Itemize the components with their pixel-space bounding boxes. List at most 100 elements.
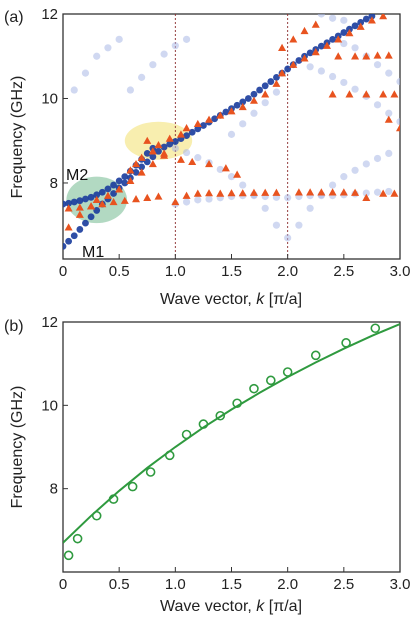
panel-a-y-axis-label: Frequency (GHz) (9, 76, 26, 199)
panel-a-series-1-point-2 (194, 154, 202, 162)
panel-a-series-1-point-12 (306, 204, 314, 212)
panel-a-series-1-point-64 (70, 86, 78, 94)
panel-a-series-2-point-35 (379, 14, 388, 20)
panel-a-series-1-point-61 (104, 44, 112, 52)
panel-a: 0 0.5 1.0 1.5 2.0 2.5 3.0 8 10 12 (a) M2 M1 Frequ… (4, 6, 410, 308)
panel-a-series-1-point-42 (329, 72, 337, 81)
panel-a-series-2-point-46 (98, 200, 107, 208)
panel-a-series-2-point-31 (334, 35, 343, 43)
panel-a-series-2-point-68 (362, 193, 371, 201)
panel-a-series-2-point-66 (339, 188, 348, 196)
panel-a-series-1-point-59 (182, 35, 191, 43)
panel-a-series-0-point-0 (63, 242, 67, 250)
panel-a-x-tick-label-0: 0 (59, 263, 67, 280)
panel-b-label: (b) (4, 318, 24, 335)
panel-a-series-2-point-70 (390, 189, 399, 197)
panel-a-series-0-point-33 (244, 95, 252, 102)
panel-a-series-1-point-44 (351, 85, 359, 93)
panel-a-series-0-point-71 (143, 149, 151, 157)
panel-a-series-0-point-53 (357, 19, 365, 26)
panel-a-series-0-point-13 (132, 169, 140, 176)
panel-a-series-2-point-78 (362, 90, 371, 98)
panel-a-series-2-point-81 (384, 115, 393, 123)
panel-a-series-1-point-63 (81, 69, 90, 77)
panel-a-series-2-point-17 (182, 124, 191, 132)
panel-b-x-axis-label: Wave vector, k [π/a] (160, 598, 302, 615)
panel-a-x-tick-label-5: 2.5 (333, 263, 354, 280)
panel-a-series-1-point-11 (295, 221, 303, 229)
panel-a-x-tick-label-4: 2.0 (277, 263, 298, 280)
panel-a-series-2-point-43 (64, 204, 73, 212)
panel-b-x-tick-label-1: 0.5 (109, 576, 130, 593)
panel-a-series-1-point-50 (239, 120, 247, 128)
panel-a-series-0-point-19 (166, 140, 174, 148)
panel-a-series-0-point-6 (93, 207, 101, 214)
panel-a-series-1-point-69 (385, 69, 393, 77)
panel-a-series-2-point-52 (171, 197, 180, 206)
panel-a-series-0-point-60 (82, 195, 89, 203)
panel-b-series-0-point-0 (63, 550, 74, 561)
panel-a-series-2-point-69 (379, 189, 388, 197)
panel-a-x-tick-label-6: 3.0 (390, 263, 411, 280)
panel-a-series-0-point-38 (273, 73, 280, 81)
panel-a-series-1-point-1 (182, 148, 191, 157)
panel-a-series-1-point-10 (284, 234, 292, 242)
panel-a-series-0-point-23 (188, 128, 196, 136)
panel-a-series-2-point-30 (322, 41, 331, 49)
panel-a-series-2-point-3 (92, 195, 101, 204)
panel-a-annotation-m1: M1 (82, 244, 104, 261)
panel-a-series-0-point-9 (110, 190, 117, 197)
panel-a-series-2-point-28 (300, 54, 309, 62)
panel-a-series-2-point-13 (148, 147, 157, 155)
panel-a-series-1-point-14 (329, 181, 337, 189)
panel-b-series-0-point-16 (370, 323, 381, 334)
panel-a-series-0-point-62 (93, 191, 101, 199)
panel-a-series-1-point-0 (171, 144, 179, 152)
panel-b-fit-curve (63, 323, 400, 544)
panel-b-series-0-point-12 (266, 375, 276, 386)
panel-a-series-0-point-54 (362, 15, 370, 23)
panel-a-series-2-point-60 (261, 188, 270, 196)
panel-a-series-0-point-4 (82, 219, 89, 227)
panel-a-series-2-point-32 (345, 29, 354, 37)
panel-a-series-0-point-3 (76, 226, 84, 233)
panel-a-series-0-point-50 (340, 29, 348, 36)
panel-a-series-1-point-9 (272, 221, 281, 229)
panel-a-series-1-point-46 (373, 101, 382, 109)
panel-a-series-1-point-51 (250, 109, 258, 117)
panel-a-series-2-point-29 (311, 48, 320, 56)
panel-b-y-tick-label-2: 12 (41, 314, 58, 331)
panel-b-series-0-point-14 (310, 350, 321, 361)
panel-a-series-2-point-33 (356, 22, 365, 30)
panel-a-series-1-point-22 (194, 196, 202, 204)
panel-a-series-2-point-58 (238, 189, 247, 197)
panel-a-series-2-point-37 (160, 149, 169, 157)
panel-a-series-0-point-25 (200, 122, 207, 129)
panel-a-series-2-point-48 (120, 196, 129, 204)
panel-a-series-0-point-14 (138, 163, 146, 171)
panel-a-series-0-point-31 (233, 101, 241, 109)
panel-a-series-1-point-72 (329, 14, 337, 22)
panel-a-series-0-point-5 (87, 213, 95, 221)
panel-b-y-tick-label-0: 8 (50, 481, 58, 498)
panel-a-series-1-point-15 (340, 173, 348, 181)
panel-a-series-1-point-5 (227, 173, 236, 181)
panel-a-series-2-point-65 (328, 188, 337, 196)
panel-a-series-0-point-57 (65, 199, 73, 207)
panel-a-series-0-point-2 (70, 232, 78, 240)
panel-a-series-0-point-65 (110, 181, 117, 189)
panel-a-series-2-point-11 (132, 159, 141, 168)
panel-a-series-0-point-15 (143, 158, 151, 166)
panel-a-series-2-point-64 (317, 188, 326, 196)
panel-a-series-2-point-8 (148, 159, 157, 168)
panel-a-series-1-point-17 (362, 160, 370, 168)
panel-a-series-1-point-58 (171, 42, 179, 50)
panel-a-series-2-point-73 (362, 52, 371, 60)
panel-a-series-0-point-66 (115, 177, 123, 185)
panel-a-series-2-point-84 (289, 35, 298, 43)
panel-a-series-1-point-37 (362, 189, 370, 197)
panel-a-series-2-point-57 (227, 189, 236, 197)
panel-a-series-2-point-18 (193, 119, 202, 128)
panel-a-series-0-point-64 (104, 185, 112, 193)
